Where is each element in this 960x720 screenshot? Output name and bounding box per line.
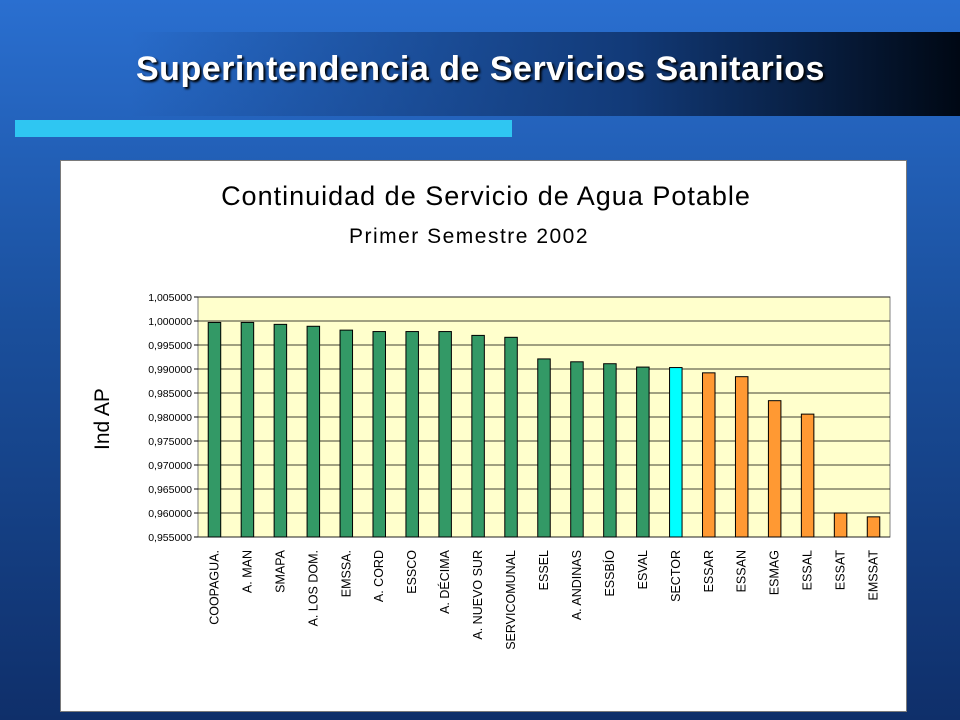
x-tick-label: EMSSA. [339, 550, 353, 597]
bar [669, 367, 683, 538]
bar [800, 413, 815, 538]
x-tick-label: ESSAN [735, 550, 749, 592]
x-tick-label: A. DÉCIMA [437, 549, 452, 614]
bar [636, 366, 650, 538]
y-tick-label: 0,955000 [148, 532, 192, 544]
bar [702, 372, 716, 538]
x-tick-label: A. LOS DOM. [306, 550, 320, 626]
bar [273, 323, 288, 538]
x-tick-label: A. CORD [372, 550, 386, 602]
x-tick-label: ESSAL [801, 550, 815, 590]
x-tick-label: SERVICOMUNAL [504, 550, 518, 650]
bar [471, 334, 485, 538]
y-tick-label: 0,960000 [148, 508, 192, 520]
bar [537, 358, 551, 538]
bar [866, 516, 881, 538]
y-tick-label: 0,995000 [148, 340, 192, 352]
bar [240, 321, 255, 538]
bar [372, 331, 386, 538]
bar [734, 376, 749, 538]
x-tick-label: SMAPA [273, 549, 287, 592]
plot-area-group: 1,005000 1,000000 0,995000 0,990000 0,985000… [148, 292, 891, 650]
bar-chart: Continuidad de Servicio de Agua Potable … [91, 181, 891, 650]
x-tick-label: A. NUEVO SUR [471, 550, 485, 640]
chart-title: Continuidad de Servicio de Agua Potable [221, 181, 751, 211]
x-tick-label: A. ANDINAS [570, 550, 584, 620]
x-tick-label: ESSCO [405, 550, 419, 594]
x-tick-label: SECTOR [669, 550, 683, 602]
y-tick-label: 0,965000 [148, 484, 192, 496]
x-tick-label: ESMAG [768, 550, 782, 595]
x-tick-label: ESVAL [636, 550, 650, 589]
x-tick-label: ESSAT [834, 550, 848, 590]
bar [504, 336, 518, 538]
y-tick-label: 0,980000 [148, 412, 192, 424]
accent-bar [15, 120, 512, 137]
x-tick-label: A. MAN [240, 550, 254, 593]
bar [570, 361, 584, 538]
x-tick-label: ESSBÍO [602, 550, 617, 597]
bar [833, 512, 848, 538]
bar [438, 331, 452, 538]
chart-subtitle: Primer Semestre 2002 [349, 225, 589, 248]
y-tick-label: 0,970000 [148, 460, 192, 472]
x-tick-label: COOPAGUA. [207, 550, 221, 625]
title-band [130, 32, 960, 116]
bar [603, 363, 617, 538]
y-tick-label: 0,975000 [148, 436, 192, 448]
y-tick-label: 1,005000 [148, 292, 192, 304]
x-tick-label: ESSEL [537, 550, 551, 590]
bar [207, 321, 222, 538]
bar [339, 329, 354, 538]
bar [306, 325, 321, 538]
x-tick-label: EMSSAT [867, 550, 881, 601]
y-tick-label: 1,000000 [148, 316, 192, 328]
x-tick-label: ESSAR [702, 550, 716, 592]
bar [405, 331, 419, 538]
y-tick-label: 0,990000 [148, 364, 192, 376]
y-tick-label: 0,985000 [148, 388, 192, 400]
bar [767, 400, 782, 538]
chart-frame: Continuidad de Servicio de Agua Potable … [60, 160, 907, 712]
y-axis-label: Ind AP [91, 388, 114, 450]
slide-title: Superintendencia de Servicios Sanitarios [136, 50, 825, 88]
